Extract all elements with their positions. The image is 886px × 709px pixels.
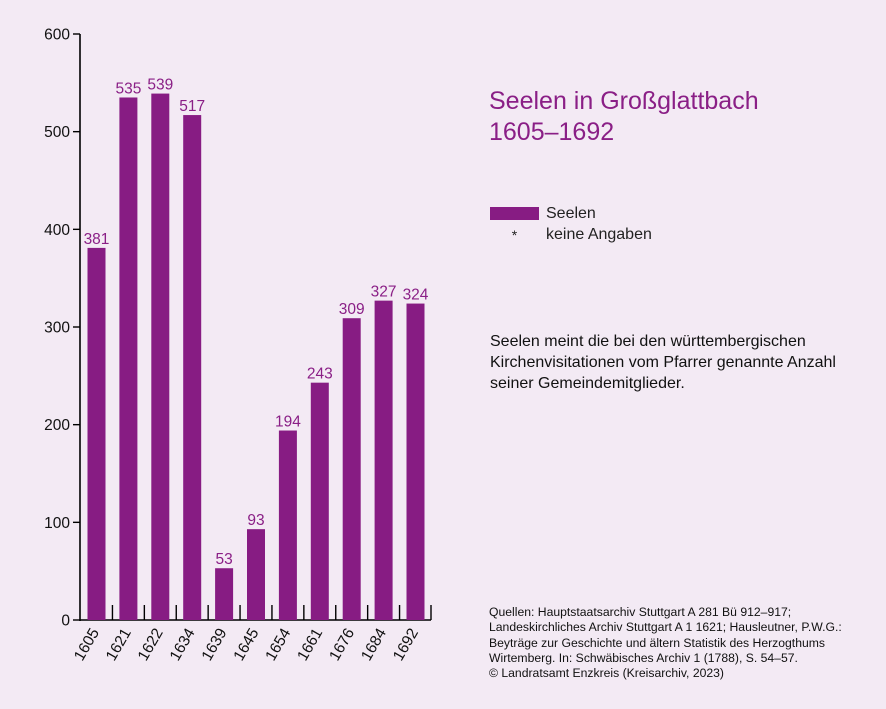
copyright-line: © Landratsamt Enzkreis (Kreisarchiv, 202… xyxy=(489,666,724,681)
y-tick-label: 600 xyxy=(44,27,70,44)
bar-1684 xyxy=(374,300,393,620)
y-tick-label: 100 xyxy=(44,515,70,532)
legend-label-no-data: keine Angaben xyxy=(546,225,652,243)
bar-1639 xyxy=(215,568,234,620)
chart-title: Seelen in Großglattbach 1605–1692 xyxy=(489,86,759,148)
source-citation: Quellen: Hauptstaatsarchiv Stuttgart A 2… xyxy=(489,605,884,681)
x-tick-label-1639: 1639 xyxy=(199,626,231,664)
x-tick-label-1634: 1634 xyxy=(167,625,199,664)
chart-title-line2: 1605–1692 xyxy=(489,118,615,146)
data-label-1654: 194 xyxy=(275,414,301,431)
data-label-1639: 53 xyxy=(215,551,232,568)
legend-item-no-data: * keine Angaben xyxy=(490,224,652,245)
data-label-1634: 517 xyxy=(179,98,205,115)
x-tick-label-1692: 1692 xyxy=(390,626,422,664)
x-tick-label-1661: 1661 xyxy=(294,626,326,664)
x-tick-label-1676: 1676 xyxy=(326,626,358,664)
bar-1676 xyxy=(342,318,361,620)
source-line: Quellen: Hauptstaatsarchiv Stuttgart A 2… xyxy=(489,605,792,619)
x-tick-label-1622: 1622 xyxy=(135,626,167,664)
data-label-1645: 93 xyxy=(247,512,264,529)
chart-title-line1: Seelen in Großglattbach xyxy=(489,87,759,115)
x-tick-label-1621: 1621 xyxy=(103,626,135,664)
x-tick-label-1605: 1605 xyxy=(71,626,103,664)
data-label-1684: 327 xyxy=(371,284,397,301)
legend-item-seelen: Seelen xyxy=(490,203,652,224)
bar-1622 xyxy=(151,93,170,621)
y-tick-label: 500 xyxy=(44,124,70,141)
explanatory-note: Seelen meint die bei den württembergisch… xyxy=(490,333,836,392)
y-tick-label: 400 xyxy=(44,222,70,239)
x-tick-label-1654: 1654 xyxy=(262,625,294,664)
source-line: Landeskirchliches Archiv Stuttgart A 1 1… xyxy=(489,620,842,635)
asterisk-icon: * xyxy=(511,226,518,243)
y-tick-label: 0 xyxy=(61,613,70,630)
legend: Seelen * keine Angaben xyxy=(490,203,652,245)
bar-1661 xyxy=(310,382,329,620)
source-line: Wirtemberg. In: Schwäbisches Archiv 1 (1… xyxy=(489,650,798,665)
bar-1654 xyxy=(278,430,297,620)
bar-1692 xyxy=(406,303,425,620)
data-label-1676: 309 xyxy=(339,301,365,318)
bar-1645 xyxy=(247,529,265,620)
bar-1621 xyxy=(119,97,138,620)
legend-swatch xyxy=(490,207,539,220)
data-label-1661: 243 xyxy=(307,366,333,383)
data-label-1605: 381 xyxy=(84,231,110,248)
data-label-1621: 535 xyxy=(115,80,141,97)
x-tick-label-1645: 1645 xyxy=(230,626,262,664)
bar-1605 xyxy=(87,247,106,620)
data-label-1692: 324 xyxy=(403,287,429,304)
data-label-1622: 539 xyxy=(147,77,173,94)
y-tick-label: 300 xyxy=(44,320,70,337)
y-tick-label: 200 xyxy=(44,417,70,434)
legend-label-seelen: Seelen xyxy=(546,204,596,222)
source-line: Beyträge zur Geschichte und ältern Stati… xyxy=(489,635,825,650)
x-tick-label-1684: 1684 xyxy=(358,625,390,664)
bar-1634 xyxy=(183,115,202,621)
